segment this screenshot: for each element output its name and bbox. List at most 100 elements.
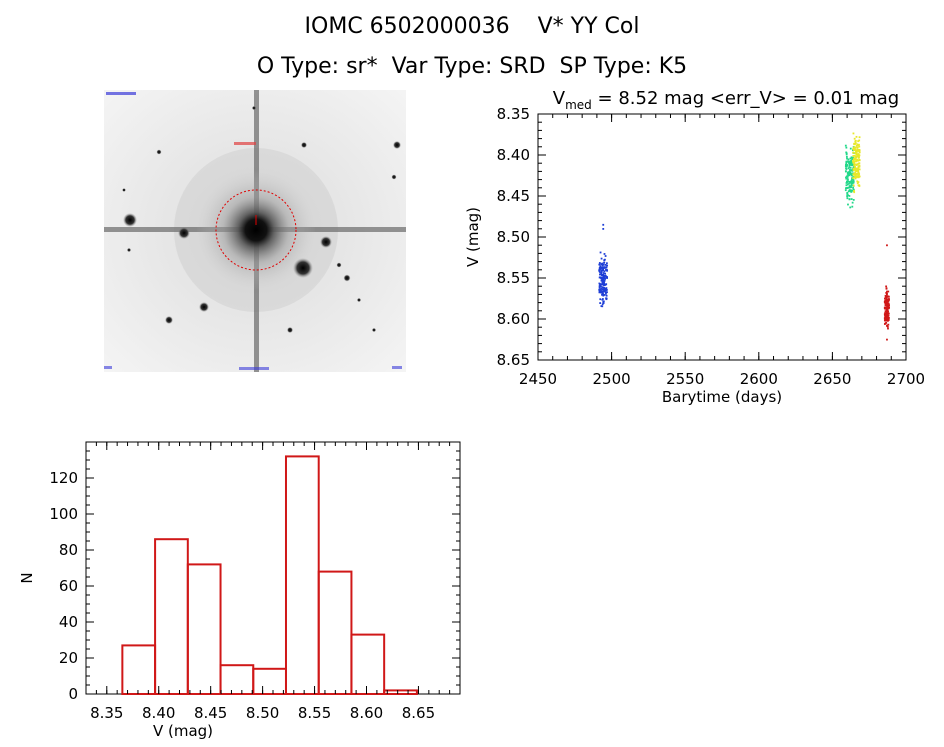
lc-point [603,282,605,284]
lc-point [857,174,860,176]
lc-point [852,160,855,163]
lc-point [887,290,890,293]
hist-ytick-label: 120 [49,469,78,487]
lc-point [606,264,609,267]
lc-point [605,292,607,295]
lc-point [856,149,858,152]
lc-point [845,187,847,190]
lc-point [849,157,852,160]
lc-point [886,308,889,311]
lc-point [845,176,847,179]
lc-point [850,169,853,172]
lc-point [854,139,857,142]
lc-point [857,176,860,178]
lc-point [601,292,604,295]
lc-point [601,290,604,293]
lc-ytick-label: 8.60 [497,310,530,328]
lc-point [856,146,859,149]
lc-point [849,168,851,171]
lc-point [850,181,852,184]
lc-point [850,179,853,182]
lc-point [887,299,889,301]
lc-point [884,314,886,317]
lc-point [886,338,888,341]
lc-point [855,144,858,147]
lc-point [853,149,856,151]
lc-point [883,319,886,321]
lc-point [885,303,888,306]
lc-point [858,165,861,168]
lc-point [845,177,848,180]
lc-title: Vmed = 8.52 mag <err_V> = 0.01 mag [553,88,899,112]
lc-point [605,298,608,301]
lc-point [888,298,890,300]
lc-point [851,158,854,161]
lc-point [604,289,607,292]
hist-xlabel: V (mag) [153,722,213,740]
lc-point [846,177,849,179]
lc-point [858,139,861,142]
lc-point [848,198,851,201]
lc-point [854,170,857,172]
lc-point [600,271,603,274]
lc-point [858,185,861,187]
hist-ytick-label: 40 [59,613,78,631]
lc-point [849,147,852,150]
lc-point [854,152,857,155]
lc-point [602,289,605,291]
lc-point [852,188,855,191]
lc-point [886,293,888,296]
lc-point [601,298,604,301]
lc-point [887,300,890,302]
lc-point [857,156,860,159]
lc-point [852,177,855,179]
lc-point [853,162,856,165]
lc-point [856,143,859,146]
lc-point [601,278,604,280]
lc-point [851,178,853,181]
lc-point [601,262,604,265]
lc-point [854,174,857,177]
lc-point [887,310,890,313]
lc-ytick-label: 8.65 [497,351,530,369]
lc-point [852,186,854,189]
hist-ytick-label: 80 [59,541,78,559]
lc-point [602,273,605,276]
lc-point [845,151,848,154]
lc-point [850,186,853,189]
lc-point [857,171,860,173]
lc-point [598,288,601,291]
hist-xtick-label: 8.35 [90,704,123,722]
lc-point [598,282,601,285]
lc-point [845,184,848,187]
lc-point [603,275,606,278]
lc-point [857,169,860,172]
lc-point [852,198,855,201]
lc-point [602,300,605,303]
hist-bar [284,455,320,696]
lc-point [605,262,608,265]
lc-point [851,169,854,172]
hist-bar [383,689,418,695]
lc-point [852,132,855,135]
histogram-chart: 8.35 8.40 8.45 8.50 8.55 8.60 8.65 0 20 40 60 80 100… [18,441,461,740]
lc-point [884,307,886,310]
lc-point [856,175,859,177]
lc-point [602,272,605,274]
lc-point [853,154,856,157]
lc-point [857,168,860,171]
lc-point [606,291,608,294]
lc-point [885,313,888,316]
lc-point [847,180,849,183]
lc-point [857,159,860,162]
lc-point [885,297,888,300]
lc-point [852,181,854,184]
lc-point [885,285,888,288]
lc-point [887,312,890,315]
lc-point [847,178,849,181]
lc-point [848,164,851,167]
lc-point [886,244,888,247]
lc-point [887,304,890,306]
lc-point [846,183,849,186]
lc-point [599,276,601,279]
